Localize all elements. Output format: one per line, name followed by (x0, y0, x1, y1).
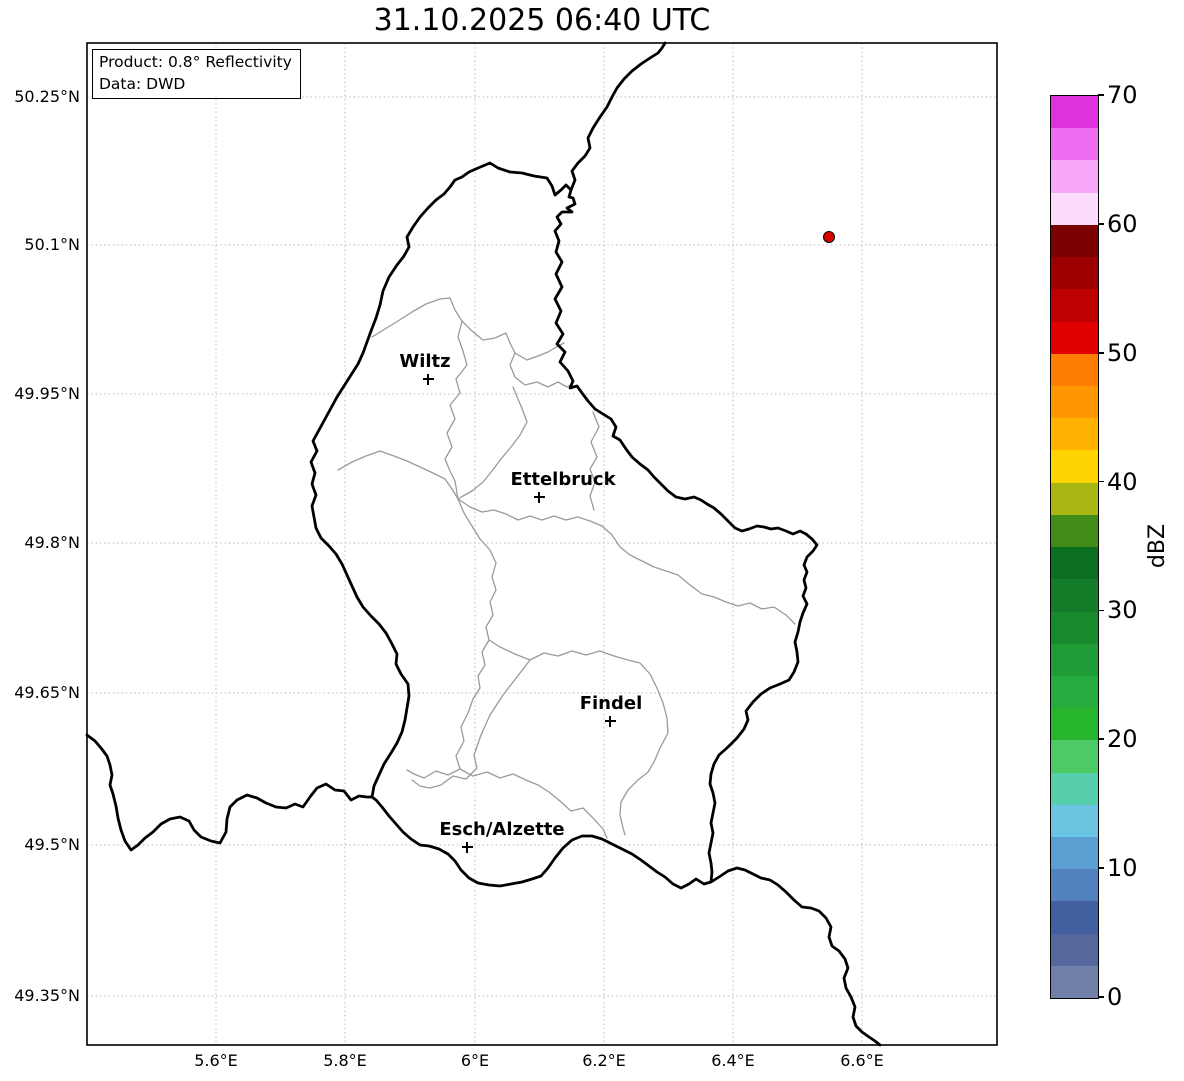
canton-border-path (455, 498, 497, 770)
colorbar-tick (1098, 867, 1104, 869)
reflectivity-colorbar (1050, 95, 1099, 999)
colorbar-band (1051, 933, 1098, 966)
canton-border-path (457, 386, 528, 500)
x-axis-tick-label: 6°E (460, 1051, 490, 1070)
figure-title: 31.10.2025 06:40 UTC (373, 3, 711, 38)
colorbar-band (1051, 418, 1098, 451)
product-info-line: Product: 0.8° Reflectivity (99, 53, 292, 71)
colorbar-band (1051, 96, 1098, 129)
colorbar-band (1051, 869, 1098, 902)
y-axis-tick-label: 49.65°N (14, 683, 80, 702)
y-axis-tick-label: 49.8°N (24, 533, 80, 552)
canton-border-path (406, 768, 461, 779)
colorbar-band (1051, 965, 1098, 999)
colorbar-band (1051, 579, 1098, 612)
city-plus-marker (461, 841, 473, 853)
x-axis-tick-label: 6.4°E (711, 1051, 755, 1070)
colorbar-tick-label: 40 (1107, 467, 1138, 496)
canton-border-path (337, 450, 459, 500)
colorbar-band (1051, 224, 1098, 258)
y-axis-tick-label: 49.95°N (14, 384, 80, 403)
canton-border-path (488, 639, 669, 836)
colorbar-tick-label: 0 (1107, 983, 1123, 1011)
colorbar-tick (1098, 94, 1104, 96)
colorbar-tick (1098, 609, 1104, 612)
colorbar-band (1051, 128, 1098, 161)
belgium-germany-border (569, 41, 667, 192)
canton-border-path (444, 320, 468, 500)
colorbar-tick-label: 60 (1107, 209, 1138, 238)
colorbar-band (1051, 321, 1098, 354)
colorbar-tick-label: 70 (1107, 81, 1138, 109)
colorbar-band (1051, 804, 1098, 838)
colorbar-tick (1098, 996, 1104, 998)
colorbar-band (1051, 740, 1098, 773)
colorbar-band (1051, 675, 1098, 709)
y-axis-tick-label: 50.1°N (24, 235, 80, 254)
colorbar-tick-label: 50 (1107, 338, 1138, 367)
colorbar-band (1051, 482, 1098, 515)
colorbar-tick-label: 20 (1107, 725, 1138, 754)
canton-borders (337, 297, 796, 839)
city-plus-marker (604, 715, 616, 727)
colorbar-band (1051, 514, 1098, 548)
colorbar-band (1051, 289, 1098, 322)
colorbar-band (1051, 160, 1098, 193)
canton-border-path (371, 297, 565, 361)
luxembourg-border (309, 161, 819, 890)
colorbar-band (1051, 192, 1098, 225)
canton-border-path (459, 768, 608, 839)
colorbar-tick-label: 30 (1107, 596, 1138, 625)
colorbar-band (1051, 353, 1098, 386)
colorbar-band (1051, 547, 1098, 580)
x-axis-tick-label: 5.8°E (323, 1051, 367, 1070)
colorbar-band (1051, 708, 1098, 741)
y-axis-tick-label: 49.5°N (24, 835, 80, 854)
colorbar-band (1051, 257, 1098, 290)
colorbar-tick (1098, 480, 1104, 483)
canton-border-path (509, 352, 573, 388)
france-germany-border (709, 866, 882, 1047)
city-plus-marker (533, 491, 545, 503)
france-belgium-border (85, 733, 374, 852)
canton-border-path (457, 498, 796, 625)
colorbar-band (1051, 837, 1098, 870)
data-source-line: Data: DWD (99, 75, 186, 93)
city-plus-marker (422, 373, 434, 385)
country-borders (85, 41, 882, 1047)
y-axis-tick-label: 50.25°N (14, 87, 80, 106)
radar-location-dot (822, 230, 835, 243)
colorbar-band (1051, 611, 1098, 644)
x-axis-tick-label: 6.2°E (582, 1051, 626, 1070)
canton-border-path (589, 411, 600, 511)
colorbar-band (1051, 772, 1098, 805)
colorbar-tick (1098, 223, 1104, 225)
colorbar-band (1051, 385, 1098, 419)
y-axis-tick-label: 49.35°N (14, 986, 80, 1005)
colorbar-band (1051, 643, 1098, 676)
graticule-gridlines (87, 43, 997, 1045)
colorbar-tick (1098, 738, 1104, 741)
x-axis-tick-label: 6.6°E (840, 1051, 884, 1070)
product-info-box: Product: 0.8° Reflectivity Data: DWD (92, 49, 301, 99)
map-frame (86, 42, 998, 1046)
colorbar-band (1051, 901, 1098, 934)
colorbar-band (1051, 450, 1098, 483)
colorbar-unit-label: dBZ (1145, 523, 1170, 569)
canton-border-path (411, 659, 531, 789)
colorbar-tick (1098, 351, 1104, 354)
colorbar-tick-label: 10 (1107, 854, 1138, 883)
x-axis-tick-label: 5.6°E (194, 1051, 238, 1070)
